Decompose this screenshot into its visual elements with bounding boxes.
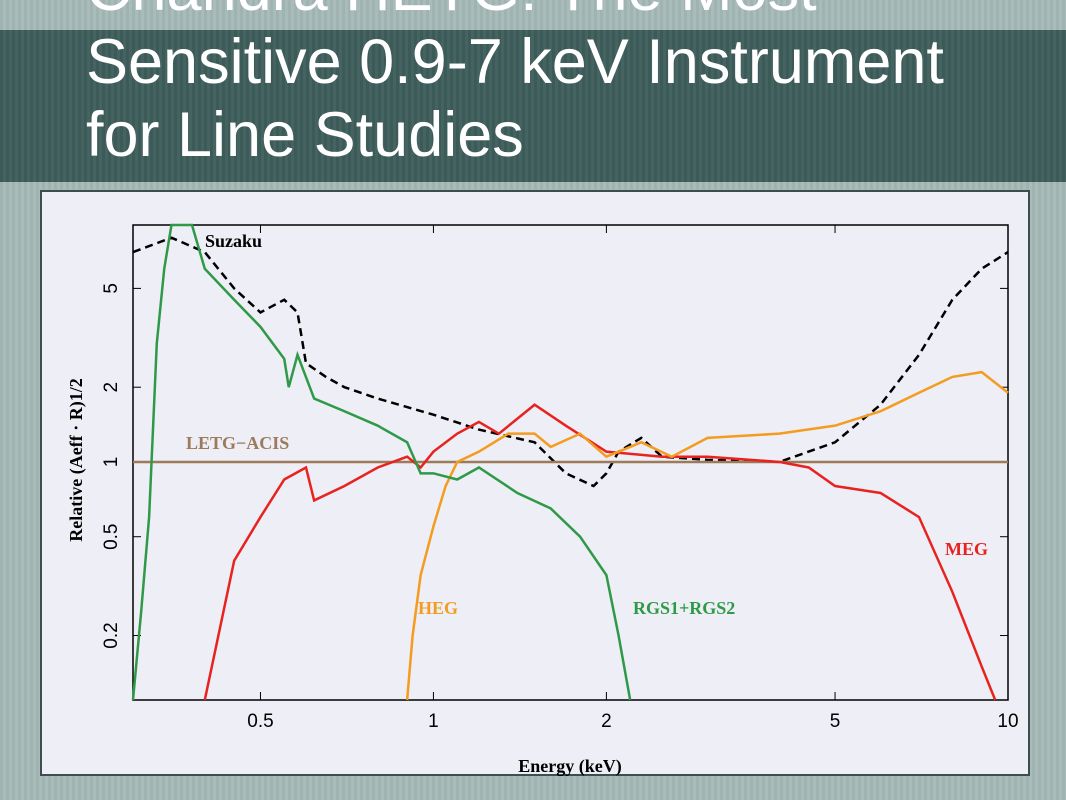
y-tick-label: 0.5	[101, 523, 122, 549]
y-tick-label: 2	[101, 382, 122, 393]
y-tick-label: 1	[101, 457, 122, 468]
series-label: HEG	[418, 598, 458, 618]
x-tick-label: 0.5	[247, 711, 273, 732]
series-label: MEG	[945, 539, 988, 559]
slide-title: Chandra HETG: The Most Sensitive 0.9-7 k…	[86, 0, 944, 170]
y-tick-label: 0.2	[101, 622, 122, 648]
series-label: RGS1+RGS2	[633, 598, 735, 618]
x-tick-label: 10	[997, 711, 1018, 732]
x-tick-label: 1	[428, 711, 439, 732]
series-label: LETG−ACIS	[186, 433, 289, 453]
series-line	[405, 370, 1009, 701]
series-line	[203, 403, 997, 701]
series-line	[132, 236, 1009, 488]
x-axis-label: Energy (keV)	[518, 756, 621, 777]
y-tick-label: 5	[101, 283, 122, 294]
title-band	[0, 30, 1066, 182]
series-label: Suzaku	[205, 231, 262, 251]
series-line	[131, 223, 632, 701]
x-tick-label: 5	[830, 711, 841, 732]
x-tick-label: 2	[601, 711, 612, 732]
chart-panel	[40, 190, 1030, 776]
y-axis-label: Relative (Aeff · R)1/2	[66, 378, 87, 541]
